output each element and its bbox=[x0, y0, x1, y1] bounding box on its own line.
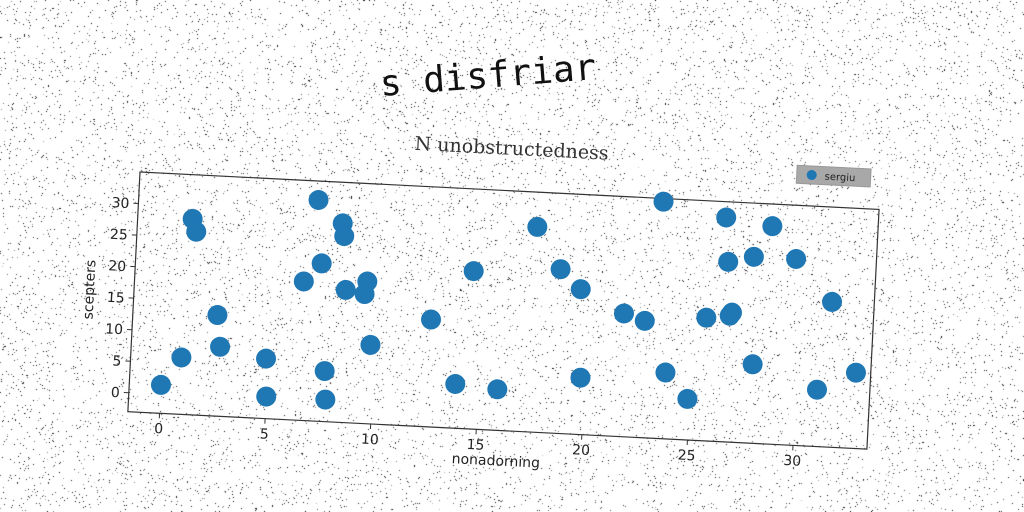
scatter-point bbox=[634, 310, 655, 331]
scatter-point bbox=[360, 334, 381, 355]
axes-title: N unobstructedness bbox=[414, 133, 609, 165]
legend-marker bbox=[806, 169, 817, 180]
scatter-chart: N unobstructedness 0 5 10 15 20 25 30 0 5 10 15 20… bbox=[80, 133, 880, 472]
data-points bbox=[150, 190, 866, 410]
x-tick-label: 25 bbox=[677, 448, 696, 465]
y-tick-label: 20 bbox=[108, 258, 127, 275]
scatter-point bbox=[463, 261, 484, 282]
scatter-point bbox=[207, 305, 228, 326]
scatter-point bbox=[527, 216, 548, 237]
x-axis-label: nonadorning bbox=[451, 451, 540, 471]
scatter-point bbox=[445, 374, 466, 395]
scatter-point bbox=[315, 389, 336, 410]
y-tick-label: 25 bbox=[110, 227, 129, 244]
scatter-point bbox=[653, 191, 674, 212]
scatter-point bbox=[696, 307, 717, 328]
scatter-point bbox=[613, 303, 634, 324]
y-axis-ticks: 0 5 10 15 20 25 30 bbox=[105, 195, 139, 401]
scatter-point bbox=[806, 379, 827, 400]
scatter-point bbox=[570, 279, 591, 300]
scatter-point bbox=[655, 362, 676, 383]
legend-box bbox=[795, 164, 872, 188]
scatter-point bbox=[786, 248, 807, 269]
x-tick-label: 5 bbox=[259, 426, 269, 442]
legend: sergiu bbox=[795, 164, 872, 188]
x-tick-label: 20 bbox=[572, 442, 591, 459]
scatter-point bbox=[845, 362, 866, 383]
scatter-point bbox=[335, 279, 356, 300]
x-tick-label: 15 bbox=[466, 437, 485, 454]
x-tick-label: 30 bbox=[783, 453, 802, 470]
scatter-point bbox=[487, 379, 508, 400]
y-tick-label: 10 bbox=[105, 321, 124, 338]
scatter-point bbox=[743, 246, 764, 267]
scatter-point bbox=[822, 291, 843, 312]
x-tick-label: 10 bbox=[361, 432, 380, 449]
scatter-point bbox=[421, 309, 442, 330]
y-axis-label: scepters bbox=[80, 259, 99, 319]
scatter-point bbox=[334, 226, 355, 247]
scatter-point bbox=[721, 302, 742, 323]
scatter-point bbox=[742, 354, 763, 375]
scatter-point bbox=[256, 386, 277, 407]
scatter-point bbox=[357, 271, 378, 292]
y-tick-label: 0 bbox=[110, 385, 120, 401]
x-tick-label: 0 bbox=[154, 421, 164, 437]
legend-label: sergiu bbox=[824, 172, 855, 185]
scatter-point bbox=[308, 190, 329, 211]
scatter-point bbox=[150, 374, 171, 395]
scatter-point bbox=[256, 348, 277, 369]
scatter-point bbox=[550, 259, 571, 280]
scatter-point bbox=[293, 271, 314, 292]
scatter-point bbox=[210, 336, 231, 357]
scatter-point bbox=[570, 367, 591, 388]
axes-container: N unobstructedness 0 5 10 15 20 25 30 0 5 10 15 20… bbox=[80, 133, 880, 472]
scatter-point bbox=[716, 207, 737, 228]
figure-suptitle: s disfriar bbox=[378, 47, 598, 105]
y-tick-label: 5 bbox=[112, 353, 122, 369]
y-tick-label: 15 bbox=[106, 290, 125, 307]
scatter-point bbox=[311, 253, 332, 274]
scatter-point bbox=[171, 347, 192, 368]
plot-frame bbox=[127, 171, 880, 450]
scatter-point bbox=[762, 216, 783, 237]
scatter-point bbox=[314, 361, 335, 382]
scatter-point bbox=[718, 251, 739, 272]
y-tick-label: 30 bbox=[111, 195, 130, 212]
scatter-point bbox=[186, 221, 207, 242]
x-axis-ticks: 0 5 10 15 20 25 30 bbox=[154, 413, 802, 470]
scatter-point bbox=[677, 388, 698, 409]
